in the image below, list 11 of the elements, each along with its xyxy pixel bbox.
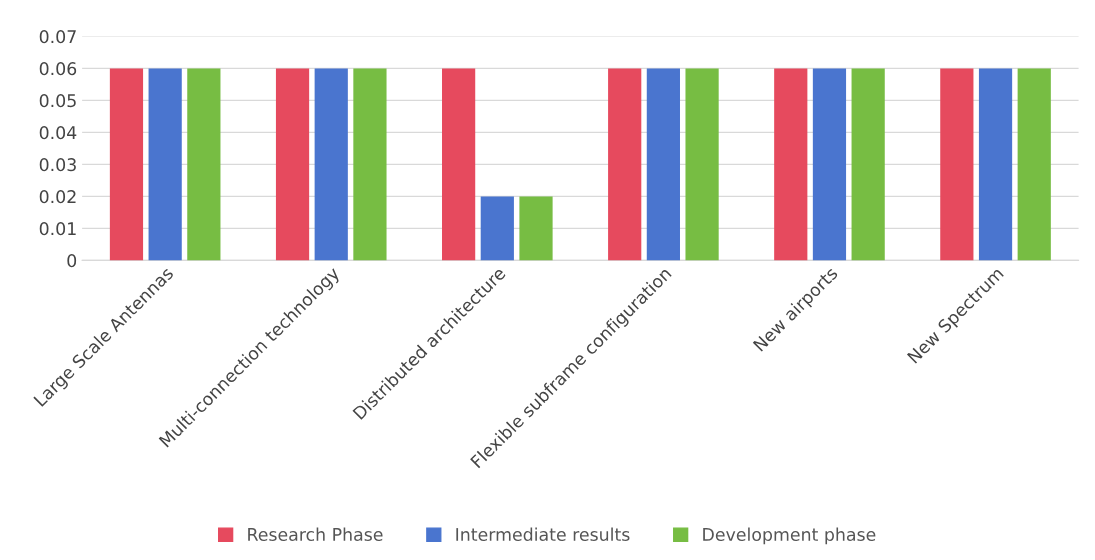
y-tick-label: 0.05 bbox=[39, 94, 76, 108]
y-tick-label: 0.04 bbox=[39, 126, 77, 140]
legend-label: Research Phase bbox=[248, 527, 383, 542]
y-tick-label: 0 bbox=[67, 254, 77, 268]
y-tick-label: 0.01 bbox=[39, 222, 76, 236]
y-tick-label: 0.06 bbox=[39, 62, 77, 76]
y-tick-label: 0.02 bbox=[39, 190, 76, 204]
legend-label: Development phase bbox=[703, 527, 876, 545]
y-tick-label: 0.03 bbox=[39, 158, 76, 172]
legend-label: Intermediate results bbox=[456, 527, 630, 542]
y-tick-label: 0.07 bbox=[39, 30, 76, 44]
